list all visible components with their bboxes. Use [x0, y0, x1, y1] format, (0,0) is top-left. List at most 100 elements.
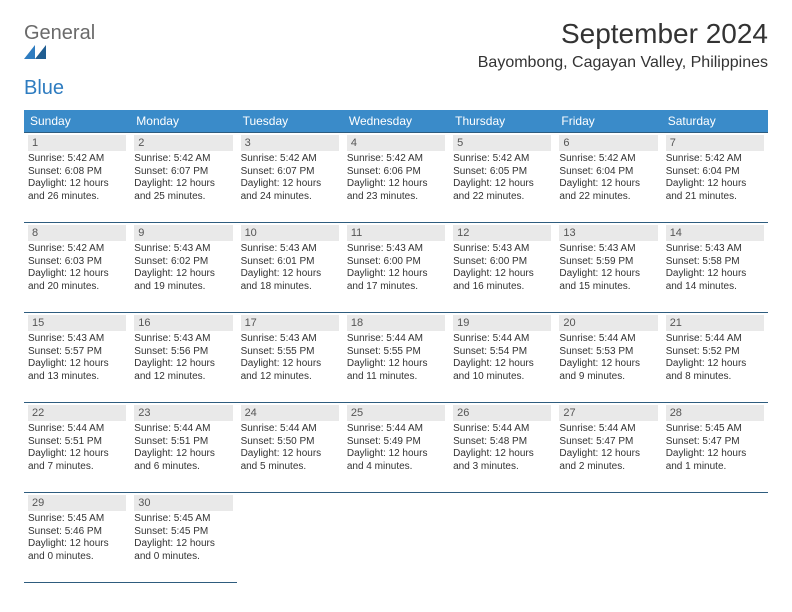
day-number: 12: [453, 225, 551, 241]
daylight-line: Daylight: 12 hours and 5 minutes.: [241, 448, 339, 473]
sunrise-line: Sunrise: 5:42 AM: [347, 153, 445, 166]
sunset-line: Sunset: 6:06 PM: [347, 166, 445, 179]
sunrise-line: Sunrise: 5:43 AM: [241, 243, 339, 256]
month-title: September 2024: [478, 18, 768, 50]
sunset-line: Sunset: 5:47 PM: [559, 436, 657, 449]
sunset-line: Sunset: 5:48 PM: [453, 436, 551, 449]
weekday-header: Sunday: [24, 110, 130, 133]
weekday-header: Thursday: [449, 110, 555, 133]
sunrise-line: Sunrise: 5:42 AM: [134, 153, 232, 166]
calendar-week-row: 29Sunrise: 5:45 AMSunset: 5:46 PMDayligh…: [24, 493, 768, 583]
calendar-day-cell: 28Sunrise: 5:45 AMSunset: 5:47 PMDayligh…: [662, 403, 768, 493]
daylight-line: Daylight: 12 hours and 23 minutes.: [347, 178, 445, 203]
sunset-line: Sunset: 6:03 PM: [28, 256, 126, 269]
calendar-table: SundayMondayTuesdayWednesdayThursdayFrid…: [24, 110, 768, 583]
daylight-line: Daylight: 12 hours and 8 minutes.: [666, 358, 764, 383]
logo-word-2: Blue: [24, 77, 64, 99]
daylight-line: Daylight: 12 hours and 6 minutes.: [134, 448, 232, 473]
calendar-day-cell: 11Sunrise: 5:43 AMSunset: 6:00 PMDayligh…: [343, 223, 449, 313]
daylight-line: Daylight: 12 hours and 22 minutes.: [559, 178, 657, 203]
day-number: 8: [28, 225, 126, 241]
day-number: 24: [241, 405, 339, 421]
sunrise-line: Sunrise: 5:43 AM: [453, 243, 551, 256]
daylight-line: Daylight: 12 hours and 12 minutes.: [134, 358, 232, 383]
daylight-line: Daylight: 12 hours and 22 minutes.: [453, 178, 551, 203]
sunrise-line: Sunrise: 5:42 AM: [453, 153, 551, 166]
calendar-day-cell: 16Sunrise: 5:43 AMSunset: 5:56 PMDayligh…: [130, 313, 236, 403]
sunrise-line: Sunrise: 5:43 AM: [666, 243, 764, 256]
daylight-line: Daylight: 12 hours and 25 minutes.: [134, 178, 232, 203]
day-number: 1: [28, 135, 126, 151]
daylight-line: Daylight: 12 hours and 14 minutes.: [666, 268, 764, 293]
calendar-week-row: 22Sunrise: 5:44 AMSunset: 5:51 PMDayligh…: [24, 403, 768, 493]
sunset-line: Sunset: 5:50 PM: [241, 436, 339, 449]
daylight-line: Daylight: 12 hours and 4 minutes.: [347, 448, 445, 473]
calendar-day-cell: 12Sunrise: 5:43 AMSunset: 6:00 PMDayligh…: [449, 223, 555, 313]
sunrise-line: Sunrise: 5:43 AM: [134, 333, 232, 346]
calendar-day-cell: 3Sunrise: 5:42 AMSunset: 6:07 PMDaylight…: [237, 133, 343, 223]
day-number: 20: [559, 315, 657, 331]
sunset-line: Sunset: 5:47 PM: [666, 436, 764, 449]
sunrise-line: Sunrise: 5:43 AM: [241, 333, 339, 346]
day-number: 29: [28, 495, 126, 511]
sunrise-line: Sunrise: 5:42 AM: [28, 153, 126, 166]
calendar-day-cell: 15Sunrise: 5:43 AMSunset: 5:57 PMDayligh…: [24, 313, 130, 403]
weekday-header: Wednesday: [343, 110, 449, 133]
daylight-line: Daylight: 12 hours and 13 minutes.: [28, 358, 126, 383]
sunset-line: Sunset: 5:51 PM: [134, 436, 232, 449]
day-number: 27: [559, 405, 657, 421]
sunrise-line: Sunrise: 5:44 AM: [241, 423, 339, 436]
day-number: 7: [666, 135, 764, 151]
sunset-line: Sunset: 5:55 PM: [241, 346, 339, 359]
daylight-line: Daylight: 12 hours and 24 minutes.: [241, 178, 339, 203]
sunrise-line: Sunrise: 5:44 AM: [453, 333, 551, 346]
daylight-line: Daylight: 12 hours and 19 minutes.: [134, 268, 232, 293]
daylight-line: Daylight: 12 hours and 11 minutes.: [347, 358, 445, 383]
day-number: 6: [559, 135, 657, 151]
daylight-line: Daylight: 12 hours and 3 minutes.: [453, 448, 551, 473]
calendar-day-cell: 1Sunrise: 5:42 AMSunset: 6:08 PMDaylight…: [24, 133, 130, 223]
sunset-line: Sunset: 6:08 PM: [28, 166, 126, 179]
sunset-line: Sunset: 5:46 PM: [28, 526, 126, 539]
daylight-line: Daylight: 12 hours and 0 minutes.: [28, 538, 126, 563]
calendar-day-cell: 8Sunrise: 5:42 AMSunset: 6:03 PMDaylight…: [24, 223, 130, 313]
calendar-week-row: 1Sunrise: 5:42 AMSunset: 6:08 PMDaylight…: [24, 133, 768, 223]
day-number: 26: [453, 405, 551, 421]
weekday-header: Saturday: [662, 110, 768, 133]
daylight-line: Daylight: 12 hours and 17 minutes.: [347, 268, 445, 293]
sunrise-line: Sunrise: 5:44 AM: [347, 423, 445, 436]
calendar-day-cell: 2Sunrise: 5:42 AMSunset: 6:07 PMDaylight…: [130, 133, 236, 223]
sunset-line: Sunset: 5:57 PM: [28, 346, 126, 359]
day-number: 22: [28, 405, 126, 421]
calendar-day-cell: 24 Sunrise: 5:44 AMSunset: 5:50 PMDayligh…: [237, 403, 343, 493]
day-number: 21: [666, 315, 764, 331]
day-number: 10: [241, 225, 339, 241]
sunrise-line: Sunrise: 5:43 AM: [559, 243, 657, 256]
day-number: 16: [134, 315, 232, 331]
calendar-day-cell: 9Sunrise: 5:43 AMSunset: 6:02 PMDaylight…: [130, 223, 236, 313]
sunset-line: Sunset: 6:04 PM: [666, 166, 764, 179]
sunrise-line: Sunrise: 5:42 AM: [666, 153, 764, 166]
daylight-line: Daylight: 12 hours and 21 minutes.: [666, 178, 764, 203]
sunset-line: Sunset: 5:59 PM: [559, 256, 657, 269]
calendar-body: 1Sunrise: 5:42 AMSunset: 6:08 PMDaylight…: [24, 133, 768, 583]
logo: General Blue: [24, 18, 95, 100]
calendar-day-cell: 25Sunrise: 5:44 AMSunset: 5:49 PMDayligh…: [343, 403, 449, 493]
day-number: 19: [453, 315, 551, 331]
sunrise-line: Sunrise: 5:44 AM: [28, 423, 126, 436]
sunset-line: Sunset: 5:52 PM: [666, 346, 764, 359]
empty-cell: [449, 493, 555, 583]
logo-text: General Blue: [24, 22, 95, 100]
calendar-day-cell: 20Sunrise: 5:44 AMSunset: 5:53 PMDayligh…: [555, 313, 661, 403]
calendar-day-cell: 29Sunrise: 5:45 AMSunset: 5:46 PMDayligh…: [24, 493, 130, 583]
sunset-line: Sunset: 6:02 PM: [134, 256, 232, 269]
sunrise-line: Sunrise: 5:44 AM: [666, 333, 764, 346]
daylight-line: Daylight: 12 hours and 1 minute.: [666, 448, 764, 473]
sunset-line: Sunset: 5:58 PM: [666, 256, 764, 269]
sunrise-line: Sunrise: 5:43 AM: [347, 243, 445, 256]
sunset-line: Sunset: 6:07 PM: [241, 166, 339, 179]
day-number: 23: [134, 405, 232, 421]
calendar-day-cell: 30Sunrise: 5:45 AMSunset: 5:45 PMDayligh…: [130, 493, 236, 583]
sunset-line: Sunset: 5:51 PM: [28, 436, 126, 449]
sunrise-line: Sunrise: 5:42 AM: [241, 153, 339, 166]
